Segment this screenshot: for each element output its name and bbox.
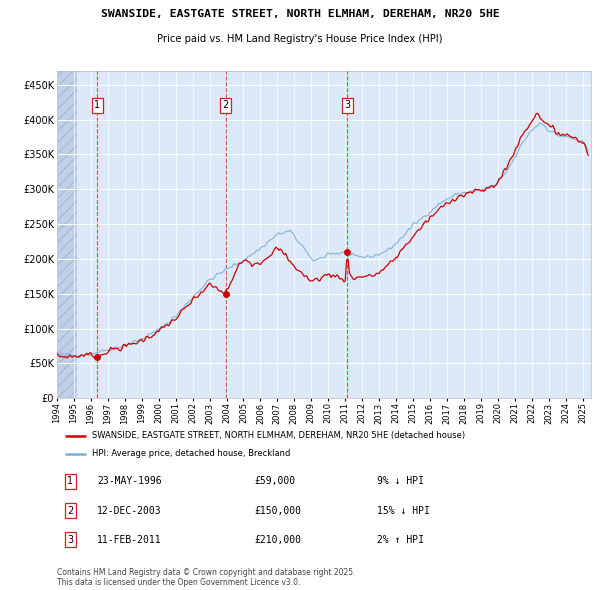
Text: Price paid vs. HM Land Registry's House Price Index (HPI): Price paid vs. HM Land Registry's House … <box>157 34 443 44</box>
Text: 23-MAY-1996: 23-MAY-1996 <box>97 477 161 487</box>
Text: 2: 2 <box>67 506 73 516</box>
Text: £210,000: £210,000 <box>254 535 302 545</box>
Text: 11-FEB-2011: 11-FEB-2011 <box>97 535 161 545</box>
Text: SWANSIDE, EASTGATE STREET, NORTH ELMHAM, DEREHAM, NR20 5HE (detached house): SWANSIDE, EASTGATE STREET, NORTH ELMHAM,… <box>92 431 465 440</box>
Text: HPI: Average price, detached house, Breckland: HPI: Average price, detached house, Brec… <box>92 449 290 458</box>
Text: £150,000: £150,000 <box>254 506 302 516</box>
Text: 3: 3 <box>67 535 73 545</box>
Text: 12-DEC-2003: 12-DEC-2003 <box>97 506 161 516</box>
Text: 3: 3 <box>344 100 350 110</box>
Bar <box>57 71 77 398</box>
Text: 15% ↓ HPI: 15% ↓ HPI <box>377 506 430 516</box>
Text: 9% ↓ HPI: 9% ↓ HPI <box>377 477 424 487</box>
Text: 2% ↑ HPI: 2% ↑ HPI <box>377 535 424 545</box>
Text: Contains HM Land Registry data © Crown copyright and database right 2025.
This d: Contains HM Land Registry data © Crown c… <box>57 568 355 587</box>
Text: £59,000: £59,000 <box>254 477 296 487</box>
Text: SWANSIDE, EASTGATE STREET, NORTH ELMHAM, DEREHAM, NR20 5HE: SWANSIDE, EASTGATE STREET, NORTH ELMHAM,… <box>101 9 499 19</box>
Text: 1: 1 <box>67 477 73 487</box>
Text: 2: 2 <box>223 100 229 110</box>
Text: 1: 1 <box>94 100 100 110</box>
